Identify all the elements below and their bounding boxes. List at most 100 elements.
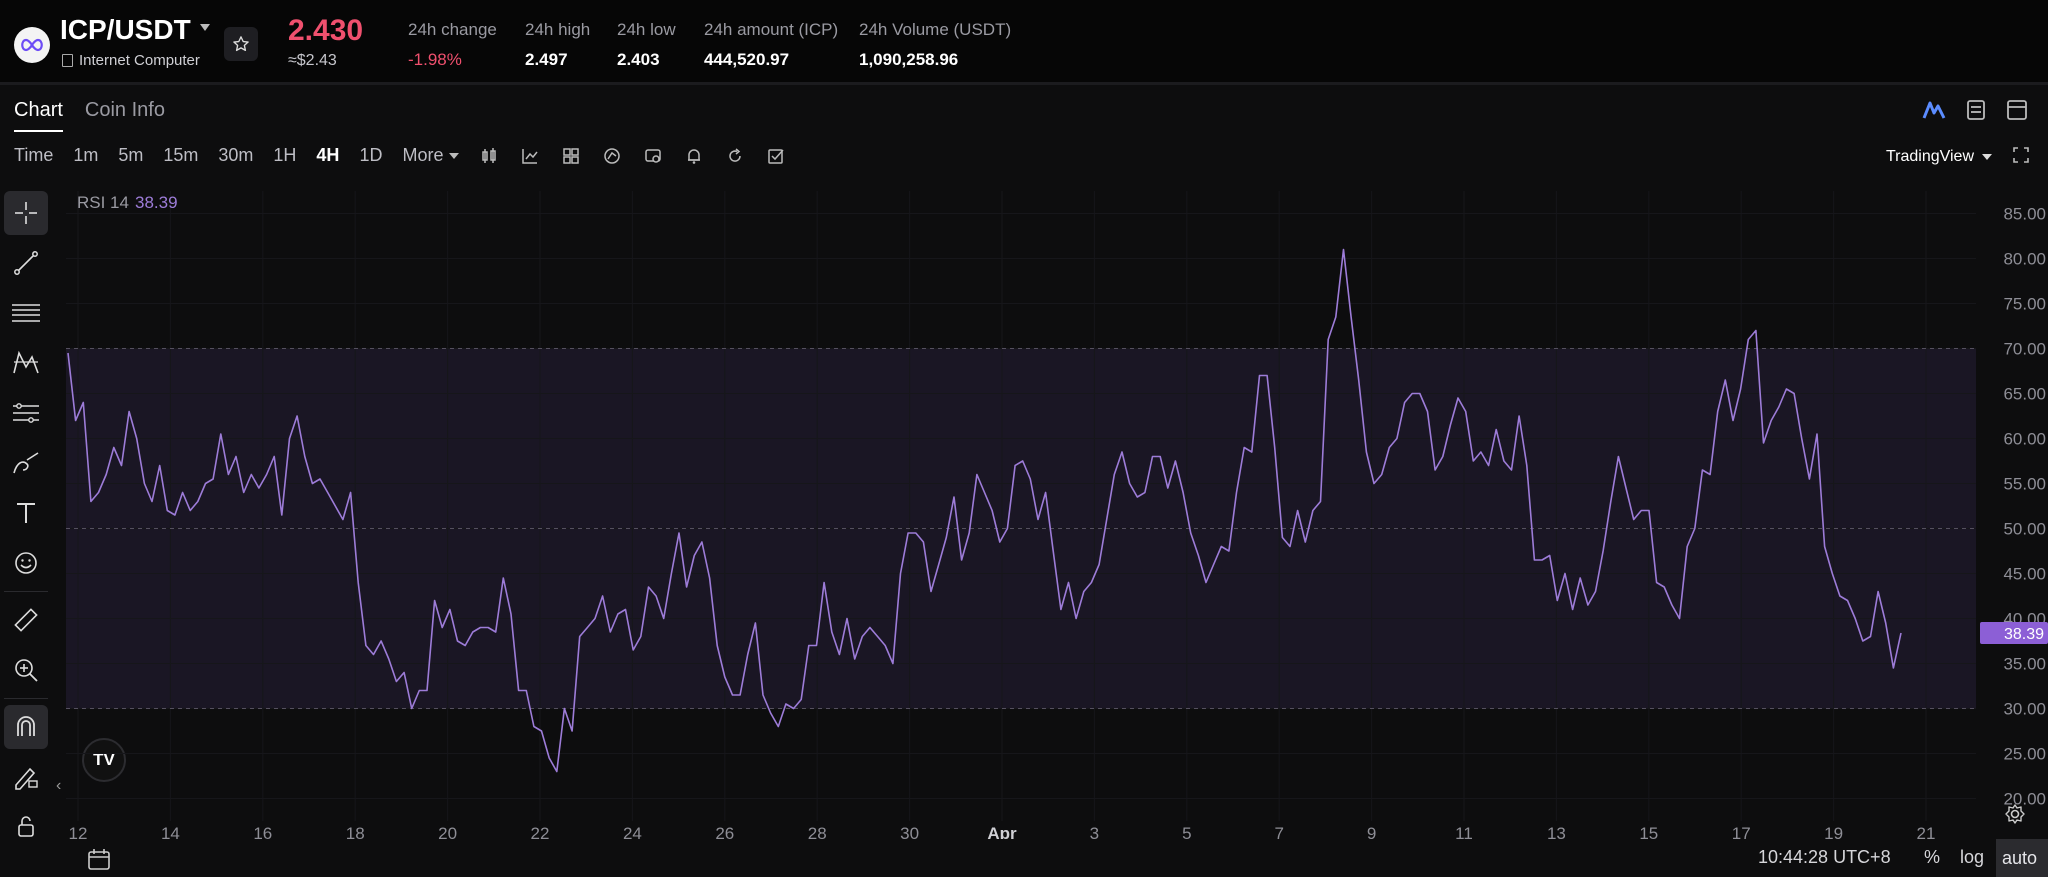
interval-1m[interactable]: 1m — [73, 145, 99, 165]
x-tick-label: 5 — [1182, 824, 1191, 839]
text-icon[interactable] — [4, 491, 48, 535]
y-tick-label: 55.00 — [2003, 475, 2046, 494]
interval-5m[interactable]: 5m — [118, 145, 144, 165]
interval-1d[interactable]: 1D — [359, 145, 383, 165]
fullscreen-icon[interactable] — [2012, 146, 2030, 169]
stat-label: 24h low — [617, 20, 676, 39]
x-tick-label: 24 — [623, 824, 642, 839]
interval-15m[interactable]: 15m — [163, 145, 199, 165]
pencil-lock-icon[interactable] — [4, 755, 48, 799]
more-label: More — [402, 145, 444, 165]
chevron-down-icon — [449, 153, 460, 160]
stat-label: 24h amount (ICP) — [704, 20, 839, 39]
orderbook-icon[interactable] — [1966, 99, 1986, 121]
x-tick-label: 16 — [253, 824, 272, 839]
stat-value: 2.497 — [525, 50, 568, 69]
interval-30m[interactable]: 30m — [218, 145, 254, 165]
stat-value: 444,520.97 — [704, 50, 790, 69]
top-header: ICP/USDT Internet Computer 2.430 ≈$2.43 … — [0, 0, 2048, 85]
stat-value: 2.403 — [617, 50, 660, 69]
compare-icon[interactable] — [643, 146, 663, 166]
tab-coin-info[interactable]: Coin Info — [84, 99, 165, 121]
log-toggle[interactable]: log — [1960, 847, 1985, 867]
line-chart-icon[interactable] — [520, 146, 540, 166]
refresh-icon[interactable] — [725, 146, 745, 166]
grid-icon[interactable] — [561, 146, 581, 166]
stat-24h-high: 24h high 2.497 — [525, 20, 590, 70]
x-tick-label: 3 — [1090, 824, 1099, 839]
fib-icon[interactable] — [4, 291, 48, 335]
x-tick-label: Apr — [987, 824, 1017, 839]
star-icon — [233, 36, 249, 52]
clock-time[interactable]: 10:44:28 UTC+8 — [1758, 847, 1891, 867]
ruler-lines-icon[interactable] — [4, 391, 48, 435]
coin-logo — [14, 27, 50, 63]
stat-24h-volume: 24h Volume (USDT) 1,090,258.96 — [859, 20, 1011, 70]
rsi-value: 38.39 — [134, 193, 178, 212]
stat-value: 1,090,258.96 — [859, 50, 959, 69]
interval-1h[interactable]: 1H — [273, 145, 297, 165]
stat-24h-amount: 24h amount (ICP) 444,520.97 — [704, 20, 838, 70]
favorite-button[interactable] — [224, 27, 258, 61]
x-tick-label: 13 — [1547, 824, 1566, 839]
emoji-icon[interactable] — [4, 541, 48, 585]
chevron-down-icon — [1982, 154, 1992, 160]
check-icon[interactable] — [766, 146, 786, 166]
price-usd: ≈$2.43 — [288, 52, 337, 69]
trendline-icon[interactable] — [4, 241, 48, 285]
x-tick-label: 11 — [1455, 824, 1473, 839]
indicator-icon[interactable] — [602, 146, 622, 166]
drawing-toolbar — [4, 191, 52, 855]
interval-time[interactable]: Time — [14, 145, 54, 165]
y-tick-label: 75.00 — [2003, 295, 2046, 314]
brush-icon[interactable] — [4, 441, 48, 485]
zoom-in-icon[interactable] — [4, 648, 48, 692]
x-tick-label: 15 — [1639, 824, 1658, 839]
interval-4h[interactable]: 4H — [316, 145, 340, 165]
indicator-brand-icon[interactable] — [1922, 100, 1946, 120]
stat-label: 24h change — [408, 20, 497, 39]
y-tick-label: 25.00 — [2003, 745, 2046, 764]
last-value-text: 38.39 — [2004, 626, 2044, 643]
x-tick-label: 20 — [438, 824, 457, 839]
interval-more[interactable]: More — [402, 145, 460, 166]
y-tick-label: 80.00 — [2003, 250, 2046, 269]
footer-bar: 10:44:28 UTC+8 % log — [0, 839, 2048, 877]
icp-logo-icon — [21, 38, 43, 52]
calendar-icon[interactable] — [86, 847, 112, 873]
tab-chart[interactable]: Chart — [14, 99, 63, 132]
candle-icon[interactable] — [479, 146, 499, 166]
percent-toggle[interactable]: % — [1924, 847, 1941, 867]
rsi-legend: RSI 14 38.39 — [77, 193, 178, 213]
collapse-arrow-icon[interactable]: ‹ — [56, 777, 62, 794]
crosshair-icon[interactable] — [4, 191, 48, 235]
view-icons — [1922, 99, 2028, 121]
alert-icon[interactable] — [684, 146, 704, 166]
gear-icon[interactable] — [2004, 803, 2026, 830]
x-tick-label: 30 — [900, 824, 919, 839]
chart-style-select[interactable]: TradingView — [1886, 148, 1992, 166]
chart-toolbar: Time 1m 5m 15m 30m 1H 4H 1D More — [14, 145, 807, 166]
stat-24h-change: 24h change -1.98% — [408, 20, 497, 70]
y-tick-label: 45.00 — [2003, 565, 2046, 584]
tradingview-logo: TV — [82, 738, 126, 782]
pattern-icon[interactable] — [4, 341, 48, 385]
lock-icon[interactable] — [4, 805, 48, 849]
rsi-name: RSI 14 — [77, 193, 129, 212]
coin-name: Internet Computer — [79, 52, 200, 69]
magnet-icon[interactable] — [4, 705, 48, 749]
y-tick-label: 85.00 — [2003, 205, 2046, 224]
x-tick-label: 17 — [1732, 824, 1751, 839]
ruler-icon[interactable] — [4, 598, 48, 642]
x-tick-label: 22 — [531, 824, 550, 839]
auto-text[interactable]: auto — [1996, 839, 2042, 877]
last-price: 2.430 — [288, 14, 364, 47]
pair-title[interactable]: ICP/USDT — [60, 14, 191, 45]
rsi-chart: 12 14 16 18 20 22 24 26 28 30 Apr 3 5 7 9 11 13 15 17 19 21 8… — [66, 191, 2048, 839]
layout-icon[interactable] — [2006, 99, 2028, 121]
x-tick-label: 21 — [1917, 824, 1936, 839]
divider — [4, 591, 48, 592]
chevron-down-icon[interactable] — [200, 24, 210, 31]
stat-value: -1.98% — [408, 50, 462, 69]
y-tick-label: 35.00 — [2003, 655, 2046, 674]
